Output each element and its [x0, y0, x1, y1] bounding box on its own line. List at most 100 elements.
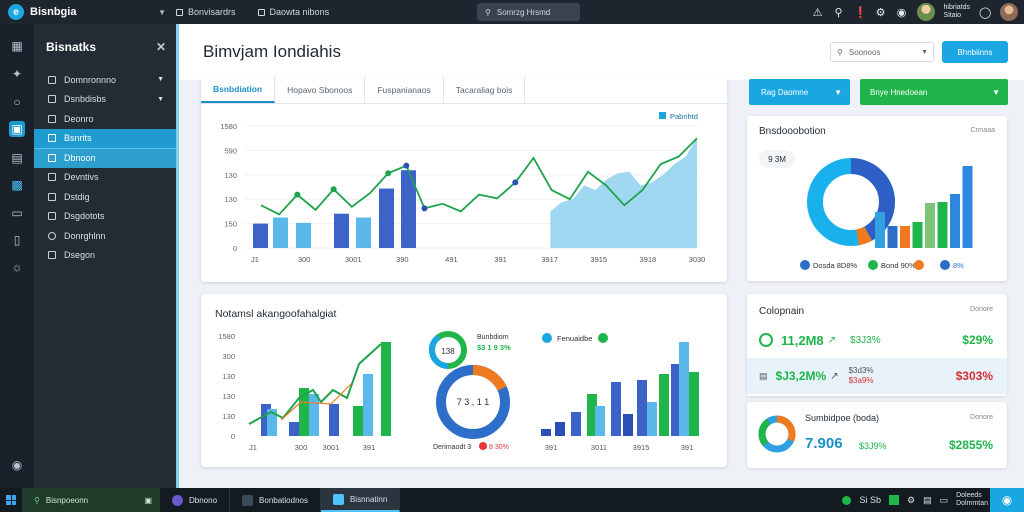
topbar-tab-1[interactable]: Bonvisardrs: [176, 7, 236, 17]
sidebar-item-6[interactable]: Dstdig: [34, 187, 176, 207]
sidebar-item-1[interactable]: Dsnbdisbs ▼: [34, 90, 176, 110]
taskbar-search[interactable]: ⚲ Bisnpoeonn ▣: [22, 488, 160, 512]
line-point: [330, 186, 337, 193]
taskbar-app-1[interactable]: Dbnono: [160, 488, 231, 512]
bar: [379, 188, 394, 248]
legend-dot: [542, 333, 552, 343]
image-icon[interactable]: ▩: [11, 178, 23, 192]
sidebar-item-3[interactable]: Bsnrits: [34, 128, 176, 148]
sidebar-item-9[interactable]: Dsegon: [34, 246, 176, 266]
search-icon[interactable]: ⚲: [834, 6, 843, 19]
y-tick-label: 590: [224, 146, 237, 155]
sidebar-item-label: Dbnoon: [64, 153, 96, 164]
app-tray-icon[interactable]: [888, 495, 899, 505]
tab-3[interactable]: Fuspanianaos: [365, 76, 444, 103]
square-icon: [257, 8, 265, 16]
secondary-chart: 1580 300 130 130 130 0 J1 300 3001 391 138 Bunbdiom…: [218, 331, 699, 452]
bar: [299, 388, 309, 436]
secondary-chart-card: Notamsl akangoofahalgiat 1580 300 130 130 13…: [201, 294, 727, 467]
sidebar-item-0[interactable]: Domnronnno ▼: [34, 70, 176, 90]
grid-icon[interactable]: ▦: [11, 39, 23, 53]
blue-dropdown-button[interactable]: Rag Daomne ▼: [749, 79, 850, 105]
y-tick-label: 150: [224, 220, 237, 229]
sidebar-item-5[interactable]: Devntivs: [34, 168, 176, 188]
cloud-icon[interactable]: ☼: [11, 260, 23, 274]
x-tick-label: 3918: [640, 255, 657, 264]
stats-row-1: 11,2M8 ↗ $3J3% $29%: [747, 322, 1007, 358]
user-role: Sitaio: [943, 12, 962, 19]
close-icon[interactable]: ✕: [155, 40, 166, 54]
dashboard-icon[interactable]: ▣: [9, 121, 25, 137]
x-tick-label: 3001: [323, 443, 340, 452]
x-tick-label: 391: [494, 255, 507, 264]
filter-select[interactable]: ⚲ Soonoos ▼: [830, 42, 934, 62]
clock[interactable]: Doleeds Dolmmtan: [956, 492, 988, 508]
sidebar-item-2[interactable]: Deonro: [34, 109, 176, 129]
blue-button-label: Rag Daomne: [761, 87, 809, 97]
brand[interactable]: e Bisnbgia ▼: [0, 4, 176, 20]
square-icon: [48, 173, 56, 182]
clipboard-icon[interactable]: ▯: [13, 233, 21, 247]
main-content: Bimvjam Iondiahis ⚲ Soonoos ▼ Bhnbiinns …: [176, 24, 1024, 488]
x-tick-label: J1: [249, 443, 257, 452]
start-button[interactable]: [0, 488, 22, 512]
tab-overview[interactable]: Bsnbdiation: [201, 76, 276, 103]
taskbar: ⚲ Bisnpoeonn ▣ Dbnono Bonbatiodnos Bisnn…: [0, 488, 1024, 512]
settings-icon[interactable]: ⚙: [875, 6, 886, 19]
sidebar-item-7[interactable]: Dsgdotots: [34, 207, 176, 227]
donut-footer-dot: [479, 442, 487, 450]
tab-4[interactable]: Tacaraliag bois: [444, 76, 526, 103]
stats-link[interactable]: Donore: [970, 306, 993, 313]
power-icon[interactable]: ◯: [979, 6, 992, 19]
header-action-button[interactable]: Bhnbiinns: [942, 41, 1008, 63]
legend-dot: [800, 260, 810, 270]
sidebar-item-label: Dsnbdisbs: [64, 94, 107, 105]
monitor-icon[interactable]: ▭: [11, 206, 23, 220]
gear-icon[interactable]: ⚙: [906, 494, 916, 505]
taskbar-app-label: Dbnono: [189, 495, 218, 505]
network-icon[interactable]: ▤: [923, 494, 932, 505]
search-input[interactable]: ⚲ Somrzg Hrsmd: [477, 3, 580, 21]
topbar-tab-2[interactable]: Daowta nibons: [257, 7, 329, 17]
sidebar-item-8[interactable]: Donrghlnn: [34, 226, 176, 246]
taskbar-app-3[interactable]: Bisnnatinn: [320, 488, 401, 512]
trend-up-icon: ↗: [830, 370, 839, 382]
compass-icon[interactable]: ✦: [11, 67, 23, 81]
bar: [296, 222, 311, 248]
chevron-down-icon[interactable]: ▼: [158, 7, 166, 17]
stats-row2-mid2: $3a9%: [848, 376, 874, 385]
area-series: [550, 137, 697, 248]
profile-avatar[interactable]: [1000, 3, 1018, 21]
notification-icon[interactable]: ❗: [853, 6, 868, 19]
green-dropdown-button[interactable]: Bnye Hnedoean ▼: [860, 79, 1008, 105]
taskbar-app-label: Bonbatiodnos: [259, 495, 308, 505]
bar: [587, 394, 597, 436]
battery-icon[interactable]: ▭: [939, 494, 949, 505]
summary-link[interactable]: Donore: [970, 414, 993, 421]
square-icon: [48, 114, 56, 123]
distribution-link[interactable]: Cnnaaa: [970, 127, 995, 134]
main-chart: 1580 590 130 130 150 0 Pabnhtd J1 300 3001 390 491 3…: [220, 112, 705, 264]
notification-center-button[interactable]: ◉: [990, 488, 1024, 512]
main-chart-card: Bsnbdiation Hopavo Sbonoos Fuspanianaos …: [201, 76, 727, 282]
summary-donut: [758, 415, 796, 453]
user-info: hibriatds Sitaio: [944, 4, 970, 20]
chat-icon[interactable]: ○: [13, 95, 21, 109]
taskbar-app-2[interactable]: Bonbatiodnos: [230, 488, 321, 512]
window-icon: ▣: [144, 495, 152, 505]
sidebar-item-label: Devntivs: [64, 172, 99, 183]
legend-label: 8%: [953, 261, 964, 270]
camera-icon[interactable]: ◉: [896, 6, 907, 19]
help-icon[interactable]: ◉: [11, 458, 23, 472]
document-icon[interactable]: ▤: [11, 151, 23, 165]
square-icon: [48, 134, 56, 143]
bar: [555, 422, 565, 436]
tab-2[interactable]: Hopavo Sbonoos: [275, 76, 366, 103]
y-tick-label: 130: [224, 171, 237, 180]
x-tick-label: 3915: [633, 443, 650, 452]
page-title: Bimvjam Iondiahis: [203, 42, 341, 61]
sidebar-item-label: Deonro: [64, 113, 94, 124]
avatar[interactable]: [916, 3, 935, 21]
lock-icon[interactable]: ⚠: [812, 6, 823, 19]
sidebar-item-4[interactable]: Dbnoon: [34, 148, 176, 168]
